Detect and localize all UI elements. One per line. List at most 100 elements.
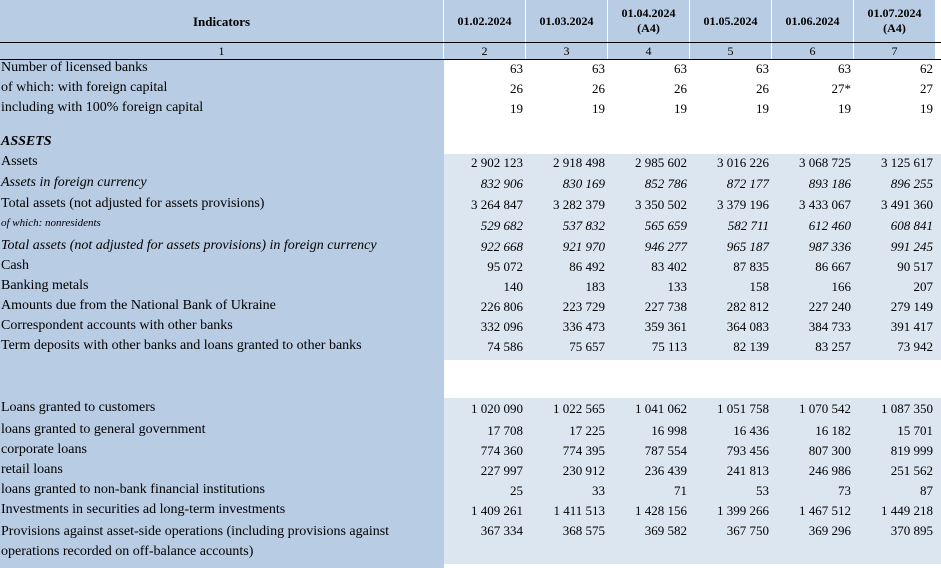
cell-value: 223 729 [562, 299, 605, 314]
column-number: 3 [526, 43, 608, 59]
cell-value: 565 659 [644, 218, 687, 233]
cell-value: 3 016 226 [717, 155, 769, 170]
cell-value: 367 334 [480, 523, 523, 538]
cell-value: 82 139 [733, 339, 769, 354]
cell-value: 787 554 [644, 443, 687, 458]
cell-value: 227 738 [644, 299, 687, 314]
cell-value: 27 [920, 81, 933, 96]
cell-value: 246 986 [808, 463, 851, 478]
cell-value: 16 998 [651, 423, 687, 438]
cell-value: 75 113 [651, 339, 687, 354]
cell-value: 1 428 156 [635, 503, 687, 518]
cell-value: 17 225 [569, 423, 605, 438]
row-label: of which: with foreign capital [1, 80, 168, 95]
cell-value: 3 433 067 [799, 197, 851, 212]
row-label: Investments in securities ad long-term i… [1, 502, 286, 517]
cell-value: 71 [674, 483, 687, 498]
header-date-text: 01.06.2024 [785, 13, 840, 28]
cell-value: 227 240 [808, 299, 851, 314]
cell-value: 86 492 [569, 259, 605, 274]
cell-value: 74 586 [487, 339, 523, 354]
cell-value: 63 [674, 61, 687, 76]
cell-value: 921 970 [562, 239, 605, 254]
cell-value: 384 733 [808, 319, 851, 334]
cell-value: 16 436 [733, 423, 769, 438]
cell-value: 19 [838, 101, 851, 116]
cell-value: 852 786 [644, 176, 687, 191]
cell-value: 368 575 [562, 523, 605, 538]
cell-value: 3 282 379 [553, 197, 605, 212]
row-label: Assets in foreign currency [1, 175, 147, 190]
row-label: corporate loans [1, 442, 87, 457]
cell-value: 19 [920, 101, 933, 116]
cell-value: 612 460 [808, 218, 851, 233]
cell-value: 241 813 [726, 463, 769, 478]
header-date-note: (A4) [637, 21, 660, 35]
header-date-text: 01.05.2024 [703, 13, 758, 28]
cell-value: 227 997 [480, 463, 523, 478]
row-label: Amounts due from the National Bank of Uk… [1, 298, 276, 313]
cell-value: 370 895 [890, 523, 933, 538]
cell-value: 872 177 [726, 176, 769, 191]
cell-value: 807 300 [808, 443, 851, 458]
column-number: 1 [0, 43, 444, 59]
cell-value: 3 125 617 [881, 155, 933, 170]
cell-value: 19 [510, 101, 523, 116]
cell-value: 537 832 [562, 218, 605, 233]
cell-value: 19 [674, 101, 687, 116]
cell-value: 83 402 [651, 259, 687, 274]
cell-value: 1 020 090 [471, 401, 523, 416]
header-date-4: 01.05.2024 [690, 0, 772, 42]
cell-value: 364 083 [726, 319, 769, 334]
header-date-text: 01.02.2024 [457, 13, 512, 28]
cell-value: 17 708 [487, 423, 523, 438]
cell-value: 893 186 [808, 176, 851, 191]
cell-value: 3 350 502 [635, 197, 687, 212]
cell-value: 63 [592, 61, 605, 76]
row-label: of which: nonresidents [1, 217, 101, 229]
cell-value: 369 296 [808, 523, 851, 538]
cell-value: 1 070 542 [799, 401, 851, 416]
cell-value: 1 449 218 [881, 503, 933, 518]
column-number: 2 [444, 43, 526, 59]
cell-value: 965 187 [726, 239, 769, 254]
cell-value: 63 [838, 61, 851, 76]
cell-value: 63 [756, 61, 769, 76]
cell-value: 87 [920, 483, 933, 498]
column-number: 5 [690, 43, 772, 59]
cell-value: 2 918 498 [553, 155, 605, 170]
cell-value: 774 360 [480, 443, 523, 458]
header-date-3: 01.04.2024 (A4) [608, 0, 690, 42]
indicator-column-background [0, 0, 444, 568]
cell-value: 53 [756, 483, 769, 498]
header-date-text: 01.03.2024 [539, 13, 594, 28]
cell-value: 83 257 [815, 339, 851, 354]
cell-value: 62 [920, 61, 933, 76]
cell-value: 3 379 196 [717, 197, 769, 212]
cell-value: 367 750 [726, 523, 769, 538]
cell-value: 95 072 [487, 259, 523, 274]
cell-value: 251 562 [890, 463, 933, 478]
cell-value: 19 [756, 101, 769, 116]
cell-value: 1 022 565 [553, 401, 605, 416]
cell-value: 608 841 [890, 218, 933, 233]
row-label: loans granted to non-bank financial inst… [1, 482, 266, 497]
cell-value: 2 985 602 [635, 155, 687, 170]
cell-value: 226 806 [480, 299, 523, 314]
cell-value: 3 068 725 [799, 155, 851, 170]
cell-value: 25 [510, 483, 523, 498]
cell-value: 529 682 [480, 218, 523, 233]
cell-value: 1 399 266 [717, 503, 769, 518]
header-date-6: 01.07.2024 (A4) [854, 0, 936, 42]
cell-value: 26 [756, 81, 769, 96]
cell-value: 140 [503, 279, 524, 294]
cell-value: 236 439 [644, 463, 687, 478]
cell-value: 73 942 [897, 339, 933, 354]
data-band-loans [444, 398, 941, 564]
row-label: including with 100% foreign capital [1, 100, 204, 115]
cell-value: 819 999 [890, 443, 933, 458]
row-label: Loans granted to customers [1, 400, 156, 415]
row-label: retail loans [1, 462, 63, 477]
cell-value: 86 667 [815, 259, 851, 274]
cell-value: 922 668 [480, 239, 523, 254]
